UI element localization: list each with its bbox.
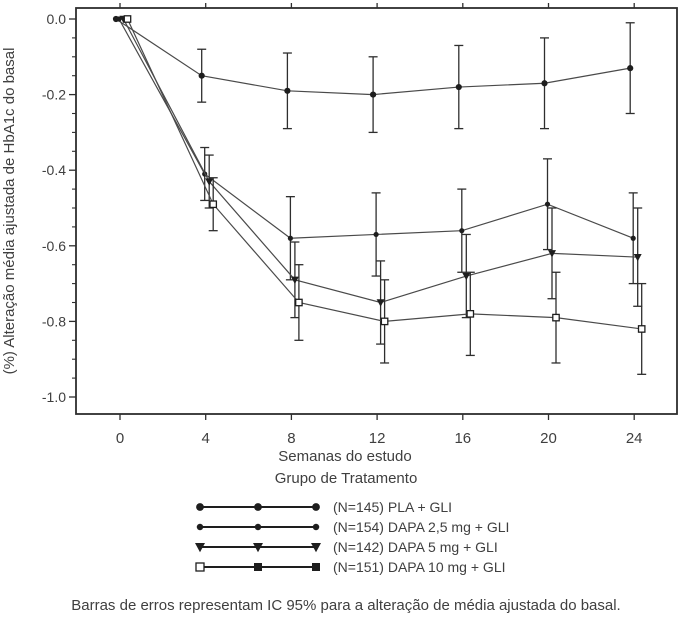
x-tick-label: 24 xyxy=(626,430,643,447)
square-marker xyxy=(254,563,262,571)
legend-line-sample xyxy=(196,503,320,511)
legend-label: (N=142) DAPA 5 mg + GLI xyxy=(333,539,498,555)
legend-title: Grupo de Tratamento xyxy=(274,470,418,487)
circle-marker xyxy=(455,83,462,91)
circle-marker xyxy=(312,523,320,531)
error-bar-footnote: Barras de erros representam IC 95% para … xyxy=(71,597,621,614)
y-tick-label: -0.8 xyxy=(42,313,66,329)
y-tick-label: -0.6 xyxy=(42,238,66,254)
triangle-down-marker xyxy=(376,299,385,307)
y-tick-label: -0.2 xyxy=(42,87,66,103)
y-tick-label: -1.0 xyxy=(42,389,66,405)
legend-line-sample xyxy=(195,543,321,553)
triangle-down-marker xyxy=(290,276,299,285)
circle-marker xyxy=(287,235,293,241)
series-1 xyxy=(112,15,635,134)
open-square-marker xyxy=(466,309,475,318)
plot-area: 0.0 -0.2 -0.4 -0.6 -0.8 -1.0 0 4 8 12 16 20 24 (%) A… xyxy=(1,3,678,465)
y-axis: 0.0 -0.2 -0.4 -0.6 -0.8 -1.0 xyxy=(42,11,76,405)
triangle-down-marker xyxy=(633,253,642,262)
circle-marker xyxy=(198,72,205,79)
x-axis-title: Semanas do estudo xyxy=(278,448,411,465)
legend-line-sample xyxy=(196,523,320,531)
circle-marker xyxy=(196,523,204,531)
open-square-marker xyxy=(123,15,132,23)
generated-plot-content: 0.0 -0.2 -0.4 -0.6 -0.8 -1.0 0 4 8 12 16 20 24 xyxy=(42,3,678,447)
x-tick-label: 20 xyxy=(540,430,557,447)
open-square-marker xyxy=(195,562,205,572)
open-square-marker xyxy=(380,317,389,326)
y-tick-label: -0.4 xyxy=(42,162,66,178)
legend-item-1: (N=145) PLA + GLI xyxy=(193,497,509,517)
open-square-marker xyxy=(295,298,303,307)
triangle-down-marker xyxy=(311,543,321,553)
legend-label: (N=151) DAPA 10 mg + GLI xyxy=(333,559,506,575)
circle-marker xyxy=(116,16,122,22)
triangle-down-marker xyxy=(253,543,263,553)
series-4 xyxy=(123,15,647,375)
legend-label: (N=154) DAPA 2,5 mg + GLI xyxy=(333,519,510,535)
x-tick-label: 12 xyxy=(369,430,386,447)
triangle-down-marker xyxy=(195,543,205,553)
triangle-down-marker xyxy=(548,250,556,258)
triangle-down-marker xyxy=(462,272,471,281)
x-tick-label: 8 xyxy=(287,430,295,447)
circle-marker xyxy=(254,523,262,531)
circle-marker xyxy=(284,87,291,94)
circle-marker xyxy=(373,231,379,238)
triangle-down-marker xyxy=(205,178,214,186)
series-line xyxy=(122,18,638,304)
x-tick-label: 4 xyxy=(202,430,210,447)
y-axis-title: (%) Alteração média ajustada de HbA1c do… xyxy=(1,48,18,375)
legend-label: (N=145) PLA + GLI xyxy=(333,499,453,515)
open-square-marker xyxy=(209,200,218,209)
legend-item-2: (N=154) DAPA 2,5 mg + GLI xyxy=(193,517,509,537)
circle-marker xyxy=(459,228,465,234)
series-3 xyxy=(119,15,643,345)
x-tick-label: 16 xyxy=(454,430,471,447)
circle-marker xyxy=(254,503,262,511)
circle-marker xyxy=(312,503,320,511)
legend-line-sample xyxy=(195,562,320,572)
open-square-marker xyxy=(637,325,646,333)
circle-marker xyxy=(630,235,636,241)
x-tick-label: 0 xyxy=(116,430,124,447)
legend-item-3: (N=142) DAPA 5 mg + GLI xyxy=(193,537,509,557)
circle-marker xyxy=(544,201,551,207)
circle-marker xyxy=(627,65,634,72)
legend: (N=145) PLA + GLI (N=154) DAPA 2,5 mg + G… xyxy=(193,497,509,577)
y-tick-label: 0.0 xyxy=(47,11,67,27)
square-marker xyxy=(312,563,320,571)
open-square-marker xyxy=(552,313,560,322)
circle-marker xyxy=(370,91,377,98)
legend-item-4: (N=151) DAPA 10 mg + GLI xyxy=(193,557,509,577)
circle-marker xyxy=(196,503,204,511)
x-axis: 0 4 8 12 16 20 24 xyxy=(116,3,643,447)
circle-marker xyxy=(541,80,548,87)
